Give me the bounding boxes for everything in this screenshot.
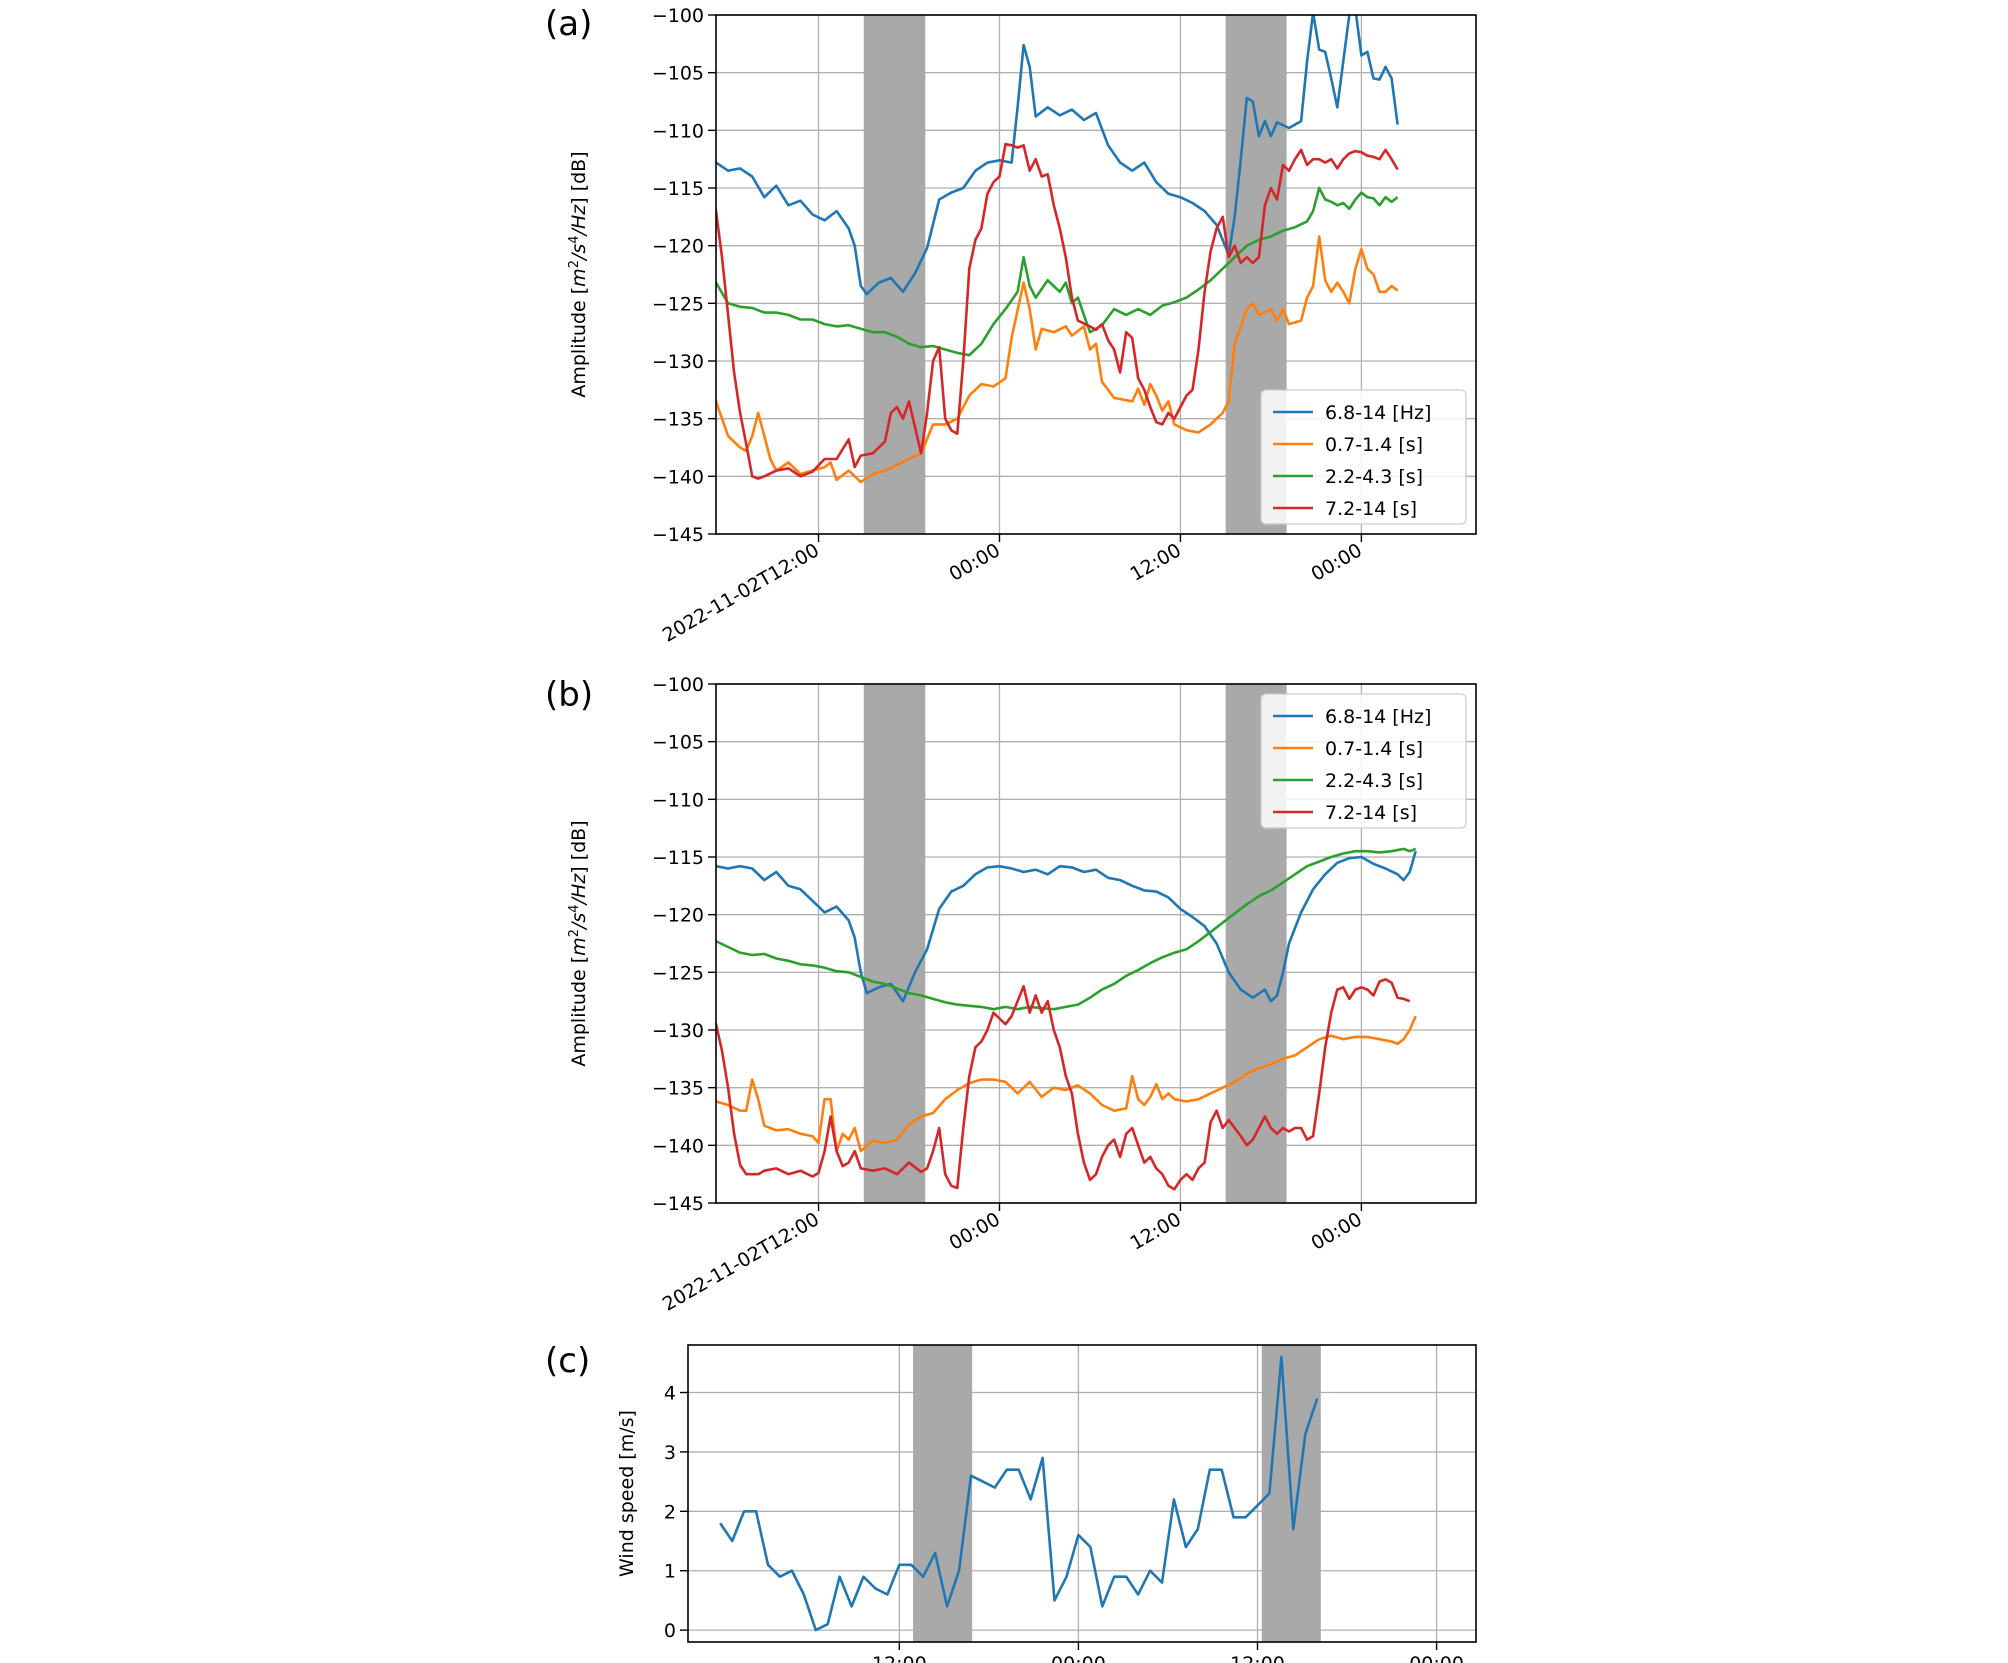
y-tick-label: −130 [652,351,704,373]
y-tick-label: 3 [664,1442,676,1464]
y-tick-label: 1 [664,1561,676,1583]
y-tick-label: −105 [652,63,704,85]
series-line-1 [716,850,1417,1003]
series-line-1 [716,15,1399,296]
y-tick-label: −100 [652,5,704,27]
y-tick-label: −125 [652,293,704,315]
y-axis-label: Amplitude [m2/s4/Hz] [dB] [567,820,591,1066]
legend-label: 0.7-1.4 [s] [1325,434,1423,456]
y-tick-label: −115 [652,178,704,200]
panel-label: (c) [545,1341,590,1381]
series-line-1 [719,1355,1319,1632]
x-tick-label: 00:00 [946,1208,1004,1254]
y-tick-label: −135 [652,409,704,431]
y-tick-label: −110 [652,120,704,142]
panel-label: (b) [545,675,593,715]
series-group [716,15,1399,484]
y-tick-label: 2 [664,1501,676,1523]
panel-1: (a) −145 −140 −135 −130 −125 −120 −115 −110 −105 −… [545,4,1477,647]
axes-frame [687,1344,1477,1643]
axes-frame [715,683,1477,1204]
y-tick-label: −140 [652,1135,704,1157]
series-line-4 [716,142,1399,480]
x-tick-label: 12:00 [872,1653,927,1663]
legend-label: 0.7-1.4 [s] [1325,738,1423,760]
y-tick-label: −120 [652,905,704,927]
legend: 6.8-14 [Hz] 0.7-1.4 [s] 2.2-4.3 [s] 7.2-14 … [1260,693,1467,829]
shaded-span [913,1345,973,1642]
y-tick-label: −130 [652,1020,704,1042]
y-axis-label: Wind speed [m/s] [616,1410,638,1577]
y-axis-label: Amplitude [m2/s4/Hz] [dB] [567,151,591,397]
legend-label: 2.2-4.3 [s] [1325,770,1423,792]
y-tick-label: −145 [652,1193,704,1215]
y-tick-label: −115 [652,847,704,869]
x-tick-label: 00:00 [1051,1653,1106,1663]
legend-label: 6.8-14 [Hz] [1325,706,1431,728]
y-tick-label: −105 [652,732,704,754]
legend-label: 2.2-4.3 [s] [1325,466,1423,488]
series-line-3 [716,847,1417,1011]
y-tick-label: −100 [652,674,704,696]
x-tick-label: 12:00 [1127,539,1185,585]
y-tick-label: −125 [652,962,704,984]
series-group [716,847,1417,1191]
legend-box [1260,389,1467,525]
legend-box [1260,693,1467,829]
y-tick-label: 4 [664,1383,676,1405]
legend: 6.8-14 [Hz] 0.7-1.4 [s] 2.2-4.3 [s] 7.2-14 … [1260,389,1467,525]
legend-label: 6.8-14 [Hz] [1325,402,1431,424]
grid [688,1345,1476,1642]
legend-label: 7.2-14 [s] [1325,802,1417,824]
legend-label: 7.2-14 [s] [1325,498,1417,520]
x-tick-label: 12:00 [1127,1208,1185,1254]
series-line-4 [716,977,1411,1191]
x-tick-label: 2022-11-02T12:00 [659,539,823,646]
y-tick-label: −135 [652,1078,704,1100]
y-tick-label: 0 [664,1620,676,1642]
x-tick-label: 00:00 [1307,539,1365,585]
y-tick-label: −140 [652,466,704,488]
panel-3: (c) 0 1 2 3 4 12:00 00:00 12:00 00:00 Wind speed [… [545,1341,1477,1663]
series-line-2 [716,1015,1417,1153]
x-tick-label: 2022-11-02T12:00 [659,1208,823,1315]
x-tick-label: 00:00 [1409,1653,1464,1663]
y-tick-label: −110 [652,789,704,811]
x-tick-label: 12:00 [1230,1653,1285,1663]
y-tick-label: −145 [652,524,704,546]
y-tick-label: −120 [652,236,704,258]
panel-label: (a) [545,4,592,44]
axes-frame [715,14,1477,535]
shaded-span [863,684,926,1203]
x-tick-label: 00:00 [1307,1208,1365,1254]
series-group [719,1355,1319,1632]
x-tick-label: 00:00 [946,539,1004,585]
panel-2: (b) −145 −140 −135 −130 −125 −120 −115 −110 −105 −… [545,674,1477,1316]
series-line-3 [716,186,1399,357]
